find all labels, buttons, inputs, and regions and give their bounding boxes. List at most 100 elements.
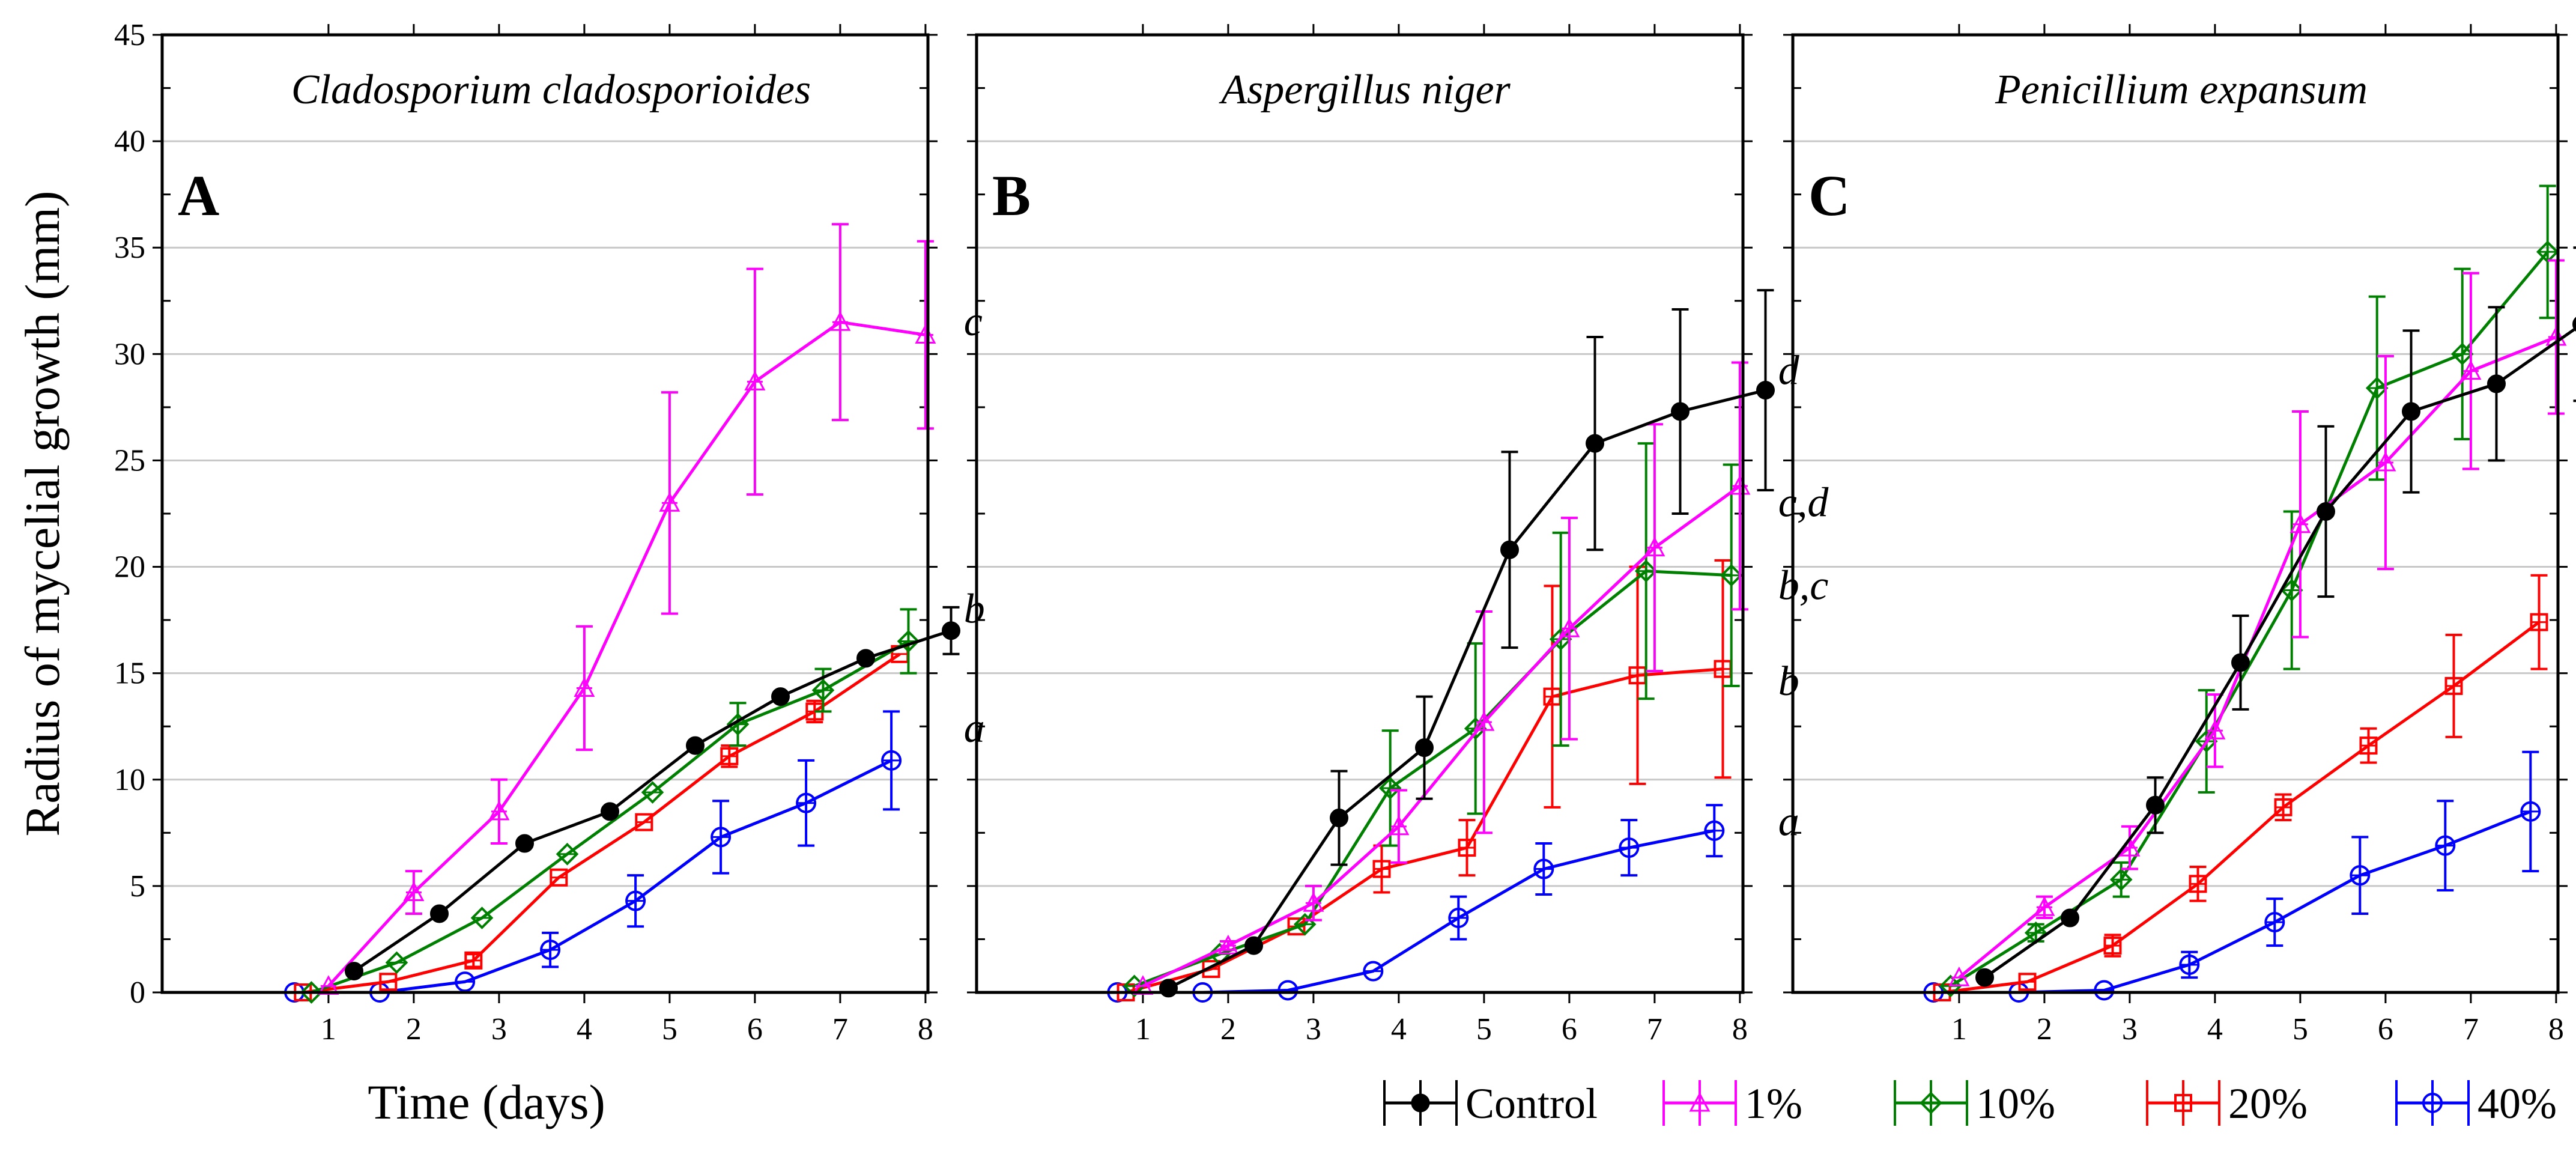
data-point <box>574 677 595 697</box>
x-tick-label: 2 <box>1220 1012 1236 1046</box>
x-tick-label: 4 <box>577 1012 592 1046</box>
data-point <box>2280 578 2303 602</box>
legend-item-10pct: 10% <box>1894 1080 2055 1128</box>
x-tick-label: 5 <box>662 1012 677 1046</box>
x-tick-label: 4 <box>2207 1012 2223 1046</box>
data-point <box>720 747 739 765</box>
x-tick-label: 1 <box>1951 1012 1967 1046</box>
data-point <box>2444 676 2463 695</box>
significance-label: a <box>964 705 985 752</box>
data-point <box>2317 502 2335 521</box>
data-point <box>2231 653 2250 672</box>
panel-frame <box>975 33 1745 994</box>
panel-letter: A <box>178 163 219 228</box>
legend-item-40pct: 40% <box>2395 1080 2557 1128</box>
data-point <box>455 971 476 992</box>
y-tick-label: 25 <box>114 443 145 478</box>
legend-marker <box>1689 1092 1711 1112</box>
x-tick-label: 1 <box>321 1012 336 1046</box>
data-point <box>1644 536 1665 557</box>
data-point <box>1217 934 1239 955</box>
data-point <box>601 802 619 821</box>
legend-label: 40% <box>2478 1080 2557 1128</box>
significance-label: d <box>1778 348 1800 394</box>
data-point <box>2536 240 2559 264</box>
legend-label: Control <box>1465 1080 1598 1128</box>
y-tick-label: 35 <box>114 231 145 265</box>
y-tick-label: 15 <box>114 657 145 691</box>
series-1pct <box>1132 361 1751 995</box>
legend-marker <box>2422 1093 2443 1113</box>
x-tick-label: 5 <box>2293 1012 2308 1046</box>
significance-label: c <box>964 299 983 345</box>
data-point <box>659 492 680 512</box>
data-point <box>1586 434 1604 453</box>
data-point <box>345 962 363 981</box>
data-point <box>488 800 510 821</box>
panel-a: 1 2 3 4 5 6 7 8 Cladosporium cladosporioides Ac b a <box>153 24 985 1046</box>
data-point <box>379 973 398 991</box>
significance-label: c,d <box>1778 479 1829 526</box>
data-point <box>1559 618 1580 637</box>
data-point <box>2109 868 2133 891</box>
legend-item-1pct: 1% <box>1662 1080 1802 1128</box>
data-point <box>2572 317 2576 332</box>
panel-frame <box>160 33 930 994</box>
data-point <box>1500 540 1519 559</box>
data-point <box>385 951 408 974</box>
data-point <box>515 834 534 853</box>
legend-marker <box>1920 1092 1942 1114</box>
data-point <box>942 621 960 640</box>
data-point <box>1671 402 1690 421</box>
data-point <box>771 687 790 706</box>
data-point <box>2061 908 2079 928</box>
panel-letter: B <box>992 163 1031 228</box>
data-point <box>2034 896 2055 916</box>
data-point <box>1533 858 1554 879</box>
data-point <box>829 311 851 331</box>
data-point <box>470 906 494 929</box>
series-control <box>345 606 960 981</box>
data-point <box>2146 795 2165 815</box>
data-point <box>2450 342 2474 366</box>
x-tick-label: 7 <box>832 1012 848 1046</box>
y-tick-label: 0 <box>130 976 145 1010</box>
series-1pct <box>318 223 936 995</box>
data-point <box>2520 801 2541 822</box>
y-axis-title: Radius of mycelial growth (mm) <box>15 191 70 837</box>
x-axis-title: Time (days) <box>368 1075 605 1129</box>
x-tick-label: 3 <box>1306 1012 1321 1046</box>
data-point <box>1378 777 1402 800</box>
data-point <box>1634 559 1658 583</box>
data-point <box>2487 374 2506 393</box>
data-point <box>1975 968 1994 987</box>
x-tick-label: 8 <box>918 1012 933 1046</box>
data-point <box>1277 980 1299 1001</box>
data-point <box>2402 402 2420 421</box>
series-control <box>1975 246 2576 987</box>
x-tick-label: 8 <box>2548 1012 2564 1046</box>
series-line <box>1942 621 2540 994</box>
data-point <box>744 371 766 390</box>
data-point <box>1720 563 1743 587</box>
x-tick-label: 6 <box>2378 1012 2393 1046</box>
data-point <box>2103 937 2122 955</box>
x-tick-label: 3 <box>491 1012 507 1046</box>
data-point <box>625 890 646 911</box>
data-point <box>2435 835 2456 856</box>
legend-label: 10% <box>1976 1080 2055 1128</box>
x-tick-label: 3 <box>2122 1012 2138 1046</box>
data-point <box>2375 451 2396 472</box>
series-line <box>1142 484 1741 988</box>
data-point <box>403 881 425 902</box>
x-tick-label: 2 <box>2037 1012 2052 1046</box>
x-tick-label: 2 <box>406 1012 422 1046</box>
y-tick-label: 20 <box>114 550 145 585</box>
data-point <box>915 324 936 344</box>
data-point <box>2094 980 2115 1001</box>
legend-marker <box>1411 1093 1430 1113</box>
data-point <box>2274 798 2293 816</box>
series-control <box>1159 289 1775 998</box>
legend-marker <box>2174 1094 2192 1112</box>
